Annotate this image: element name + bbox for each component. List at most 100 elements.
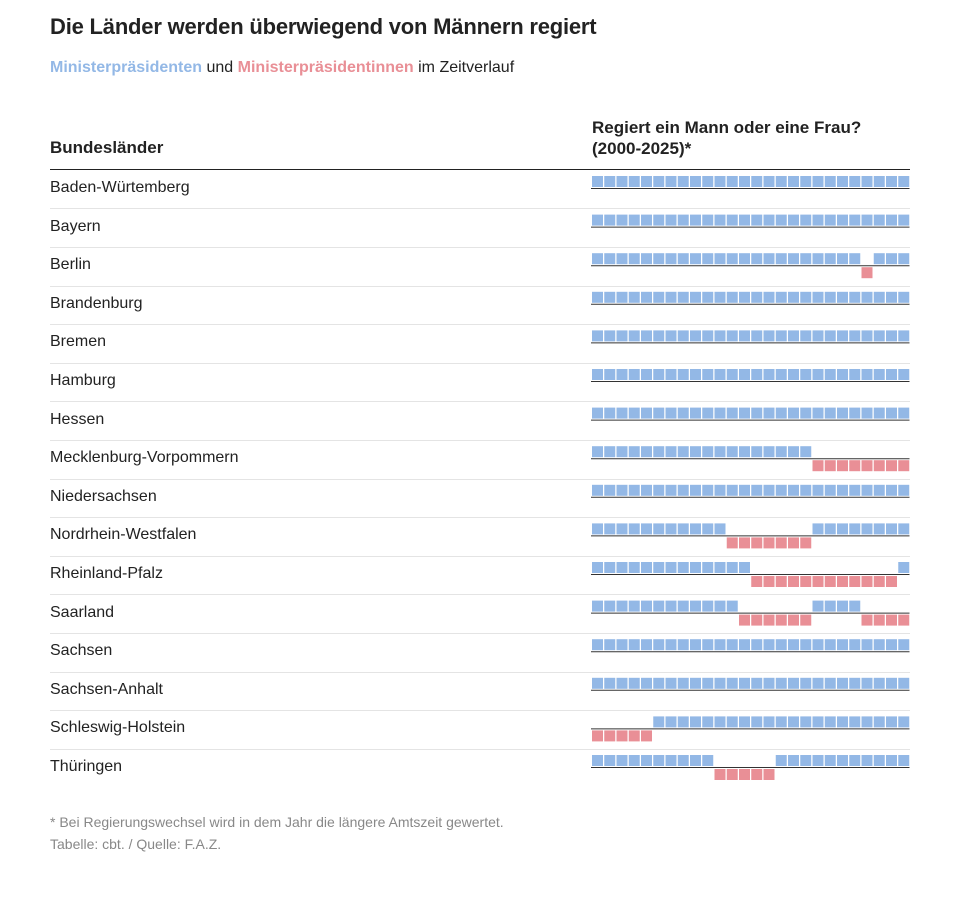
year-square-male: [726, 330, 738, 342]
legend-male: Ministerpräsidenten: [50, 59, 203, 76]
year-square-male: [898, 562, 910, 573]
year-square-male: [849, 369, 861, 380]
year-square-male: [775, 716, 787, 728]
year-square-male: [702, 562, 714, 573]
year-square-male: [837, 677, 848, 689]
year-square-male: [604, 523, 616, 535]
year-square-male: [812, 639, 824, 651]
year-square-male: [861, 291, 873, 303]
state-name: Thüringen: [50, 758, 123, 775]
year-square-male: [616, 446, 628, 458]
year-square-male: [677, 214, 689, 226]
row-separator: [50, 517, 910, 518]
year-square-male: [886, 639, 897, 651]
year-square-male: [849, 253, 861, 265]
year-square-male: [775, 484, 787, 496]
year-square-male: [739, 484, 750, 496]
year-square-male: [800, 446, 812, 458]
year-square-male: [726, 176, 738, 187]
year-square-male: [873, 253, 885, 265]
year-square-male: [751, 214, 763, 226]
year-square-female: [751, 769, 763, 780]
year-square-male: [604, 407, 616, 419]
year-square-male: [714, 369, 726, 380]
year-square-male: [690, 600, 701, 612]
year-square-male: [763, 407, 775, 419]
year-square-female: [763, 769, 775, 780]
year-square-male: [726, 600, 738, 612]
year-square-male: [800, 291, 812, 303]
year-square-male: [726, 639, 738, 651]
year-square-male: [592, 639, 603, 651]
year-square-male: [800, 639, 812, 651]
year-square-male: [873, 369, 885, 380]
year-square-male: [714, 446, 726, 458]
year-square-female: [873, 576, 885, 587]
year-square-female: [837, 576, 848, 587]
year-square-male: [628, 600, 640, 612]
year-square-male: [702, 407, 714, 419]
year-square-male: [592, 176, 603, 187]
year-square-male: [616, 523, 628, 535]
column-header-chart-line2: (2000-2025)*: [592, 139, 692, 158]
year-square-male: [775, 253, 787, 265]
year-square-male: [677, 407, 689, 419]
year-square-male: [714, 176, 726, 187]
year-square-male: [898, 369, 910, 380]
year-square-male: [775, 446, 787, 458]
year-square-male: [677, 600, 689, 612]
header-rule: [50, 169, 910, 170]
year-square-male: [592, 214, 603, 226]
year-square-male: [714, 639, 726, 651]
year-square-male: [628, 677, 640, 689]
year-square-male: [628, 523, 640, 535]
year-square-female: [763, 576, 775, 587]
year-square-male: [812, 176, 824, 187]
year-square-male: [665, 253, 677, 265]
year-square-female: [873, 614, 885, 626]
year-square-male: [628, 176, 640, 187]
year-square-male: [628, 291, 640, 303]
year-square-male: [616, 407, 628, 419]
year-square-male: [812, 291, 824, 303]
year-square-male: [628, 253, 640, 265]
year-square-male: [726, 677, 738, 689]
row-separator: [50, 440, 910, 441]
year-square-male: [616, 369, 628, 380]
year-square-male: [726, 446, 738, 458]
year-square-female: [788, 537, 799, 549]
source-line: Tabelle: cbt. / Quelle: F.A.Z.: [50, 836, 222, 852]
year-square-female: [763, 614, 775, 626]
year-square-male: [628, 369, 640, 380]
year-square-male: [690, 677, 701, 689]
year-square-male: [763, 369, 775, 380]
year-square-male: [873, 330, 885, 342]
year-square-male: [604, 600, 616, 612]
year-square-male: [739, 253, 750, 265]
year-square-male: [788, 214, 799, 226]
year-square-female: [751, 614, 763, 626]
year-square-female: [800, 537, 812, 549]
year-square-male: [873, 639, 885, 651]
year-square-female: [726, 537, 738, 549]
year-square-male: [788, 677, 799, 689]
year-square-male: [824, 755, 836, 766]
year-square-male: [702, 716, 714, 728]
year-square-male: [775, 214, 787, 226]
year-square-male: [616, 639, 628, 651]
year-square-female: [775, 614, 787, 626]
year-square-male: [714, 330, 726, 342]
year-square-female: [800, 576, 812, 587]
state-name: Hamburg: [50, 372, 116, 389]
year-square-male: [604, 446, 616, 458]
year-square-male: [775, 369, 787, 380]
year-square-male: [861, 407, 873, 419]
year-square-male: [751, 369, 763, 380]
year-square-male: [702, 253, 714, 265]
year-square-male: [641, 253, 652, 265]
year-square-male: [751, 446, 763, 458]
year-square-female: [628, 730, 640, 742]
year-square-male: [592, 446, 603, 458]
year-square-male: [604, 291, 616, 303]
